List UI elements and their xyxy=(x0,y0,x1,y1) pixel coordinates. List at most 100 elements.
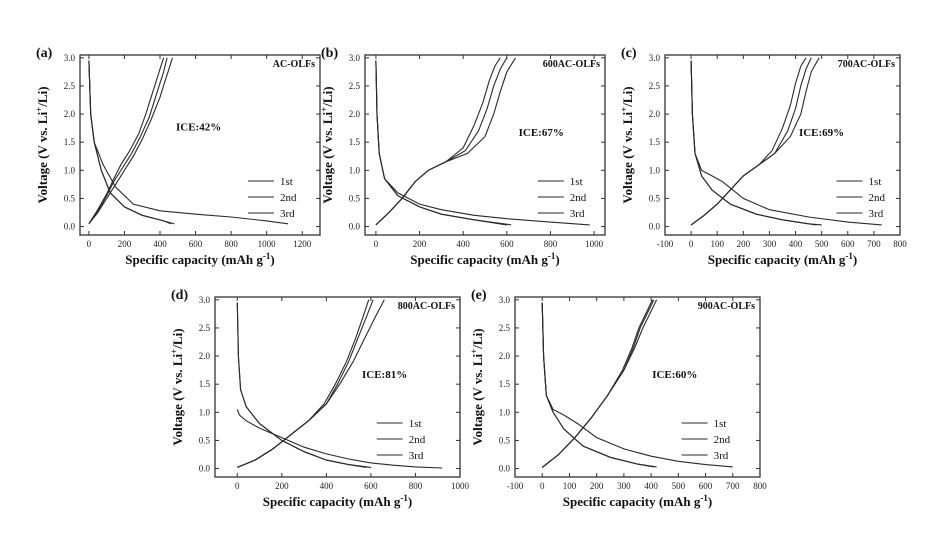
series-line xyxy=(237,299,385,468)
y-tick-label: 0.5 xyxy=(199,435,211,445)
panel-label: (d) xyxy=(171,288,188,303)
series-line xyxy=(541,302,654,468)
x-tick-label: 800 xyxy=(224,239,238,249)
x-tick-label: 800 xyxy=(409,481,423,491)
x-tick-label: 200 xyxy=(118,239,132,249)
x-axis-title: Specific capacity (mAh g-1) xyxy=(263,493,412,509)
series-line xyxy=(541,299,655,468)
y-tick-label: 0.5 xyxy=(649,193,661,203)
y-tick-label: 2.0 xyxy=(349,109,361,119)
sample-title: 900AC-OLFs xyxy=(698,301,755,312)
x-tick-label: 800 xyxy=(753,481,767,491)
panel-label: (e) xyxy=(471,288,487,303)
sample-title: 700AC-OLFs xyxy=(838,59,895,70)
y-tick-label: 2.5 xyxy=(64,81,76,91)
y-tick-label: 0.0 xyxy=(649,222,661,232)
x-tick-label: 400 xyxy=(153,239,167,249)
x-tick-label: 200 xyxy=(413,239,427,249)
x-tick-label: 500 xyxy=(672,481,686,491)
panel-label: (c) xyxy=(621,46,637,61)
y-tick-label: 1.5 xyxy=(199,379,211,389)
x-tick-label: -100 xyxy=(507,481,524,491)
y-tick-label: 0.0 xyxy=(349,222,361,232)
plot-frame xyxy=(514,296,761,478)
x-tick-label: 700 xyxy=(726,481,740,491)
series-line xyxy=(88,57,173,225)
x-tick-label: 0 xyxy=(540,481,545,491)
y-tick-label: 0.0 xyxy=(499,464,511,474)
y-tick-label: 2.0 xyxy=(64,109,76,119)
x-tick-label: 0 xyxy=(689,239,694,249)
x-tick-label: 300 xyxy=(763,239,777,249)
x-tick-label: 600 xyxy=(699,481,713,491)
y-tick-label: 2.0 xyxy=(649,109,661,119)
series-line xyxy=(88,60,175,225)
series-line xyxy=(88,57,168,225)
y-tick-label: 1.0 xyxy=(64,165,76,175)
legend-label: 3rd xyxy=(570,208,585,220)
ice-annotation: ICE:69% xyxy=(799,127,844,139)
series-line xyxy=(236,409,443,469)
y-tick-label: 1.5 xyxy=(649,137,661,147)
plot-frame xyxy=(79,54,321,236)
series-line xyxy=(375,60,590,226)
legend-label: 2nd xyxy=(869,192,886,204)
chart-panel-4: -100 0 100 200 300 400 500 600 700 800 0.0 0.5 1.0 1.… xyxy=(469,288,767,509)
x-axis-title: Specific capacity (mAh g-1) xyxy=(563,493,712,509)
y-tick-label: 2.5 xyxy=(349,81,361,91)
x-tick-label: 400 xyxy=(644,481,658,491)
y-tick-label: 3.0 xyxy=(499,295,511,305)
series-line xyxy=(88,60,171,225)
series-line xyxy=(541,299,658,468)
legend-label: 3rd xyxy=(409,450,424,462)
ice-annotation: ICE:67% xyxy=(519,127,564,139)
legend-label: 2nd xyxy=(570,192,587,204)
y-tick-label: 2.5 xyxy=(199,323,211,333)
y-tick-label: 1.0 xyxy=(649,165,661,175)
plot-frame xyxy=(364,54,606,236)
x-tick-label: 1000 xyxy=(585,239,604,249)
series-line xyxy=(375,57,508,226)
ice-annotation: ICE:60% xyxy=(652,369,697,381)
y-tick-label: 3.0 xyxy=(199,295,211,305)
x-tick-label: 0 xyxy=(235,481,240,491)
series-line xyxy=(690,60,822,226)
x-tick-label: 600 xyxy=(841,239,855,249)
x-tick-label: 1000 xyxy=(258,239,277,249)
y-tick-label: 1.5 xyxy=(349,137,361,147)
x-tick-label: 800 xyxy=(544,239,558,249)
legend-label: 2nd xyxy=(409,434,426,446)
y-tick-label: 1.5 xyxy=(499,379,511,389)
ice-annotation: ICE:42% xyxy=(176,122,221,134)
y-axis-title: Voltage (V vs. Li+/Li) xyxy=(34,86,50,203)
y-tick-label: 2.0 xyxy=(199,351,211,361)
panel-label: (b) xyxy=(321,46,338,61)
x-tick-label: 300 xyxy=(617,481,631,491)
y-tick-label: 0.0 xyxy=(199,464,211,474)
y-axis-title: Voltage (V vs. Li+/Li) xyxy=(169,328,185,445)
y-tick-label: 2.0 xyxy=(499,351,511,361)
series-line xyxy=(690,60,817,226)
sample-title: AC-OLFs xyxy=(273,59,315,70)
series-line xyxy=(236,302,367,468)
y-tick-label: 3.0 xyxy=(649,53,661,63)
x-tick-label: 200 xyxy=(737,239,751,249)
chart-panel-1: 0 200 400 600 800 1000 0.0 0.5 1.0 1.5 2.0 2.5 3.0 Sp… xyxy=(319,46,606,267)
sample-title: 800AC-OLFs xyxy=(398,301,455,312)
series-line xyxy=(375,57,501,226)
y-tick-label: 3.0 xyxy=(349,53,361,63)
chart-panel-3: 0 200 400 600 800 1000 0.0 0.5 1.0 1.5 2.0 2.5 3.0 Sp… xyxy=(169,288,470,509)
y-tick-label: 2.5 xyxy=(649,81,661,91)
x-axis-title: Specific capacity (mAh g-1) xyxy=(125,251,274,267)
y-tick-label: 0.5 xyxy=(349,193,361,203)
x-tick-label: 700 xyxy=(867,239,881,249)
x-tick-label: 400 xyxy=(456,239,470,249)
ice-annotation: ICE:81% xyxy=(362,369,407,381)
legend-label: 1st xyxy=(570,176,583,188)
x-tick-label: 100 xyxy=(563,481,577,491)
legend-label: 3rd xyxy=(280,208,295,220)
y-tick-label: 1.0 xyxy=(499,407,511,417)
x-tick-label: 600 xyxy=(364,481,378,491)
y-tick-label: 0.0 xyxy=(64,222,76,232)
